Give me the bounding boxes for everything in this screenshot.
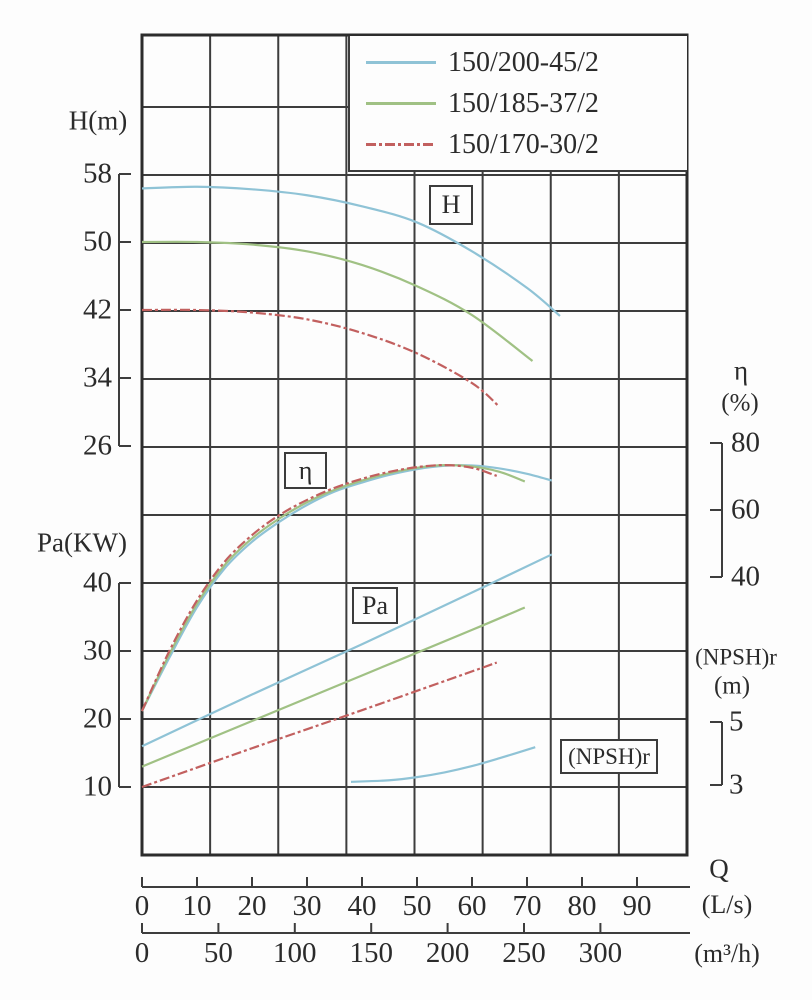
flow-ls-tick-label: 30 xyxy=(292,890,322,922)
plot-border xyxy=(140,33,689,857)
efficiency-axis-tick-label: 80 xyxy=(731,426,760,459)
npsh-axis-title: (NPSH)r xyxy=(695,644,777,670)
flow-ls-tick-label: 60 xyxy=(457,890,487,922)
flow-m3h-tick-label: 100 xyxy=(273,937,317,969)
npsh-axis-unit: (m) xyxy=(713,672,751,700)
power-axis-tick-label: 40 xyxy=(83,566,112,599)
legend-swatch-line xyxy=(366,61,436,64)
head-axis-tick-label: 50 xyxy=(83,225,112,258)
legend-entry: 150/170-30/2 xyxy=(350,124,687,165)
flow-m3h-tick-label: 50 xyxy=(203,937,233,969)
flow-m3h-tick-label: 150 xyxy=(349,937,393,969)
head-axis-tick-label: 34 xyxy=(83,361,112,394)
efficiency-axis-symbol: η xyxy=(733,355,749,386)
head-axis-tick-label: 26 xyxy=(83,429,112,462)
flow-m3h-tick-label: 250 xyxy=(502,937,546,969)
legend-entry-label: 150/185-37/2 xyxy=(448,87,599,119)
eta-curve-150-170-30-2 xyxy=(140,464,498,712)
h-curve-label-box: H xyxy=(429,185,473,225)
eta-curve-label-box: η xyxy=(284,452,327,489)
power-axis-tick-label: 10 xyxy=(83,770,112,803)
power-axis-tick-label: 30 xyxy=(83,634,112,667)
flow-ls-tick-label: 0 xyxy=(134,890,150,922)
flow-axis-symbol: Q xyxy=(709,853,729,884)
eta-curve-150-200-45-2 xyxy=(141,464,553,712)
flow-ls-tick-label: 40 xyxy=(347,890,377,922)
flow-ls-tick-label: 90 xyxy=(622,890,652,922)
legend-entry-label: 150/170-30/2 xyxy=(448,128,599,160)
power-axis-title: Pa(KW) xyxy=(37,527,127,558)
head-axis-tick-label: 58 xyxy=(83,157,112,190)
H-curve-150-200-45-2 xyxy=(141,185,561,317)
legend: 150/200-45/2 150/185-37/2 150/170-30/2 xyxy=(348,36,687,172)
h-curve-label: H xyxy=(441,190,461,219)
flow-ls-tick-label: 10 xyxy=(182,890,212,922)
eta-curve-label: η xyxy=(298,455,313,485)
legend-swatch-line xyxy=(366,143,436,146)
flow-m3h-tick-label: 0 xyxy=(134,937,150,969)
npsh-axis-tick-label: 3 xyxy=(729,768,744,801)
efficiency-axis-tick-label: 60 xyxy=(731,493,760,526)
Pa-curve-150-170-30-2 xyxy=(141,661,498,789)
H-curve-150-185-37-2 xyxy=(141,240,534,362)
flow-m3h-tick-label: 300 xyxy=(578,937,623,969)
npsh-curve-label: (NPSH)r xyxy=(568,743,650,769)
H-curve-150-170-30-2 xyxy=(141,308,501,408)
efficiency-axis-tick-label: 40 xyxy=(731,560,760,593)
legend-swatch-line xyxy=(366,102,436,105)
flow-axis-unit-ls: (L/s) xyxy=(701,890,753,919)
Pa-curve-150-200-45-2 xyxy=(141,553,553,748)
npsh-axis-tick-label: 5 xyxy=(729,705,744,738)
npsh-curve-150-200-45-2 xyxy=(350,746,536,783)
head-axis-tick-label: 42 xyxy=(83,293,112,326)
pa-curve-label-box: Pa xyxy=(352,587,398,624)
legend-entry: 150/200-45/2 xyxy=(350,42,687,83)
flow-ls-tick-label: 80 xyxy=(567,890,597,922)
flow-ls-tick-label: 20 xyxy=(237,890,267,922)
legend-entry: 150/185-37/2 xyxy=(350,83,687,124)
legend-entry-label: 150/200-45/2 xyxy=(448,46,599,78)
flow-axis-unit-m3h: (m³/h) xyxy=(694,939,760,968)
legend-rows: 150/200-45/2 150/185-37/2 150/170-30/2 xyxy=(350,42,687,165)
pa-curve-label: Pa xyxy=(362,590,388,620)
Pa-curve-150-185-37-2 xyxy=(141,606,526,768)
flow-m3h-tick-label: 200 xyxy=(425,937,470,969)
npsh-curve-label-box: (NPSH)r xyxy=(560,739,658,774)
head-axis-title: H(m) xyxy=(68,105,128,136)
flow-ls-tick-label: 70 xyxy=(512,890,542,922)
flow-ls-tick-label: 50 xyxy=(402,890,432,922)
efficiency-axis-unit: (%) xyxy=(721,389,759,417)
power-axis-tick-label: 20 xyxy=(83,702,112,735)
